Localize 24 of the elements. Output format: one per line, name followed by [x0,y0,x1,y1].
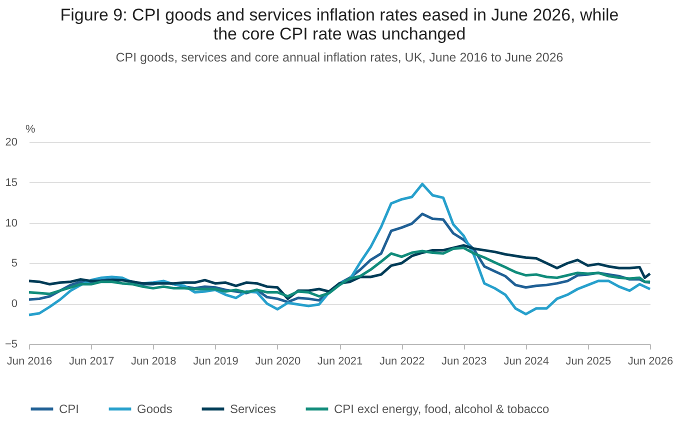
x-tick-label: Jun 2019 [193,356,238,368]
y-tick-label: −5 [4,338,18,350]
y-tick-label: 15 [5,176,18,189]
x-tick-label: Jun 2025 [566,356,612,368]
x-tick-label: Jun 2020 [255,356,301,368]
legend-label: CPI excl energy, food, alcohol & tobacco [334,402,550,416]
x-tick-label: Jun 2018 [131,356,176,368]
x-tick-label: Jun 2023 [442,356,487,368]
legend-label: Services [230,402,276,416]
y-tick-label: 10 [5,217,18,230]
legend-label: CPI [59,402,80,416]
y-tick-label: 5 [11,258,18,270]
y-tick-label: 0 [11,298,18,310]
chart-title: Figure 9: CPI goods and services inflation rates eased in June 2026, while the core CPI rate was unchanged [60,6,619,44]
x-tick-label: Jun 2024 [504,356,549,368]
legend-label: Goods [137,402,172,416]
x-tick-label: Jun 2022 [379,356,425,368]
x-tick-label: Jun 2026 [628,356,674,368]
y-axis-title: % [26,124,36,136]
chart-subtitle: CPI goods, services and core annual inflation rates, UK, June 2016 to June 2026 [116,50,564,64]
x-tick-label: Jun 2017 [68,356,114,368]
y-tick-label: 20 [5,136,18,148]
x-tick-label: Jun 2021 [317,356,363,368]
x-tick-label: Jun 2016 [6,356,52,368]
